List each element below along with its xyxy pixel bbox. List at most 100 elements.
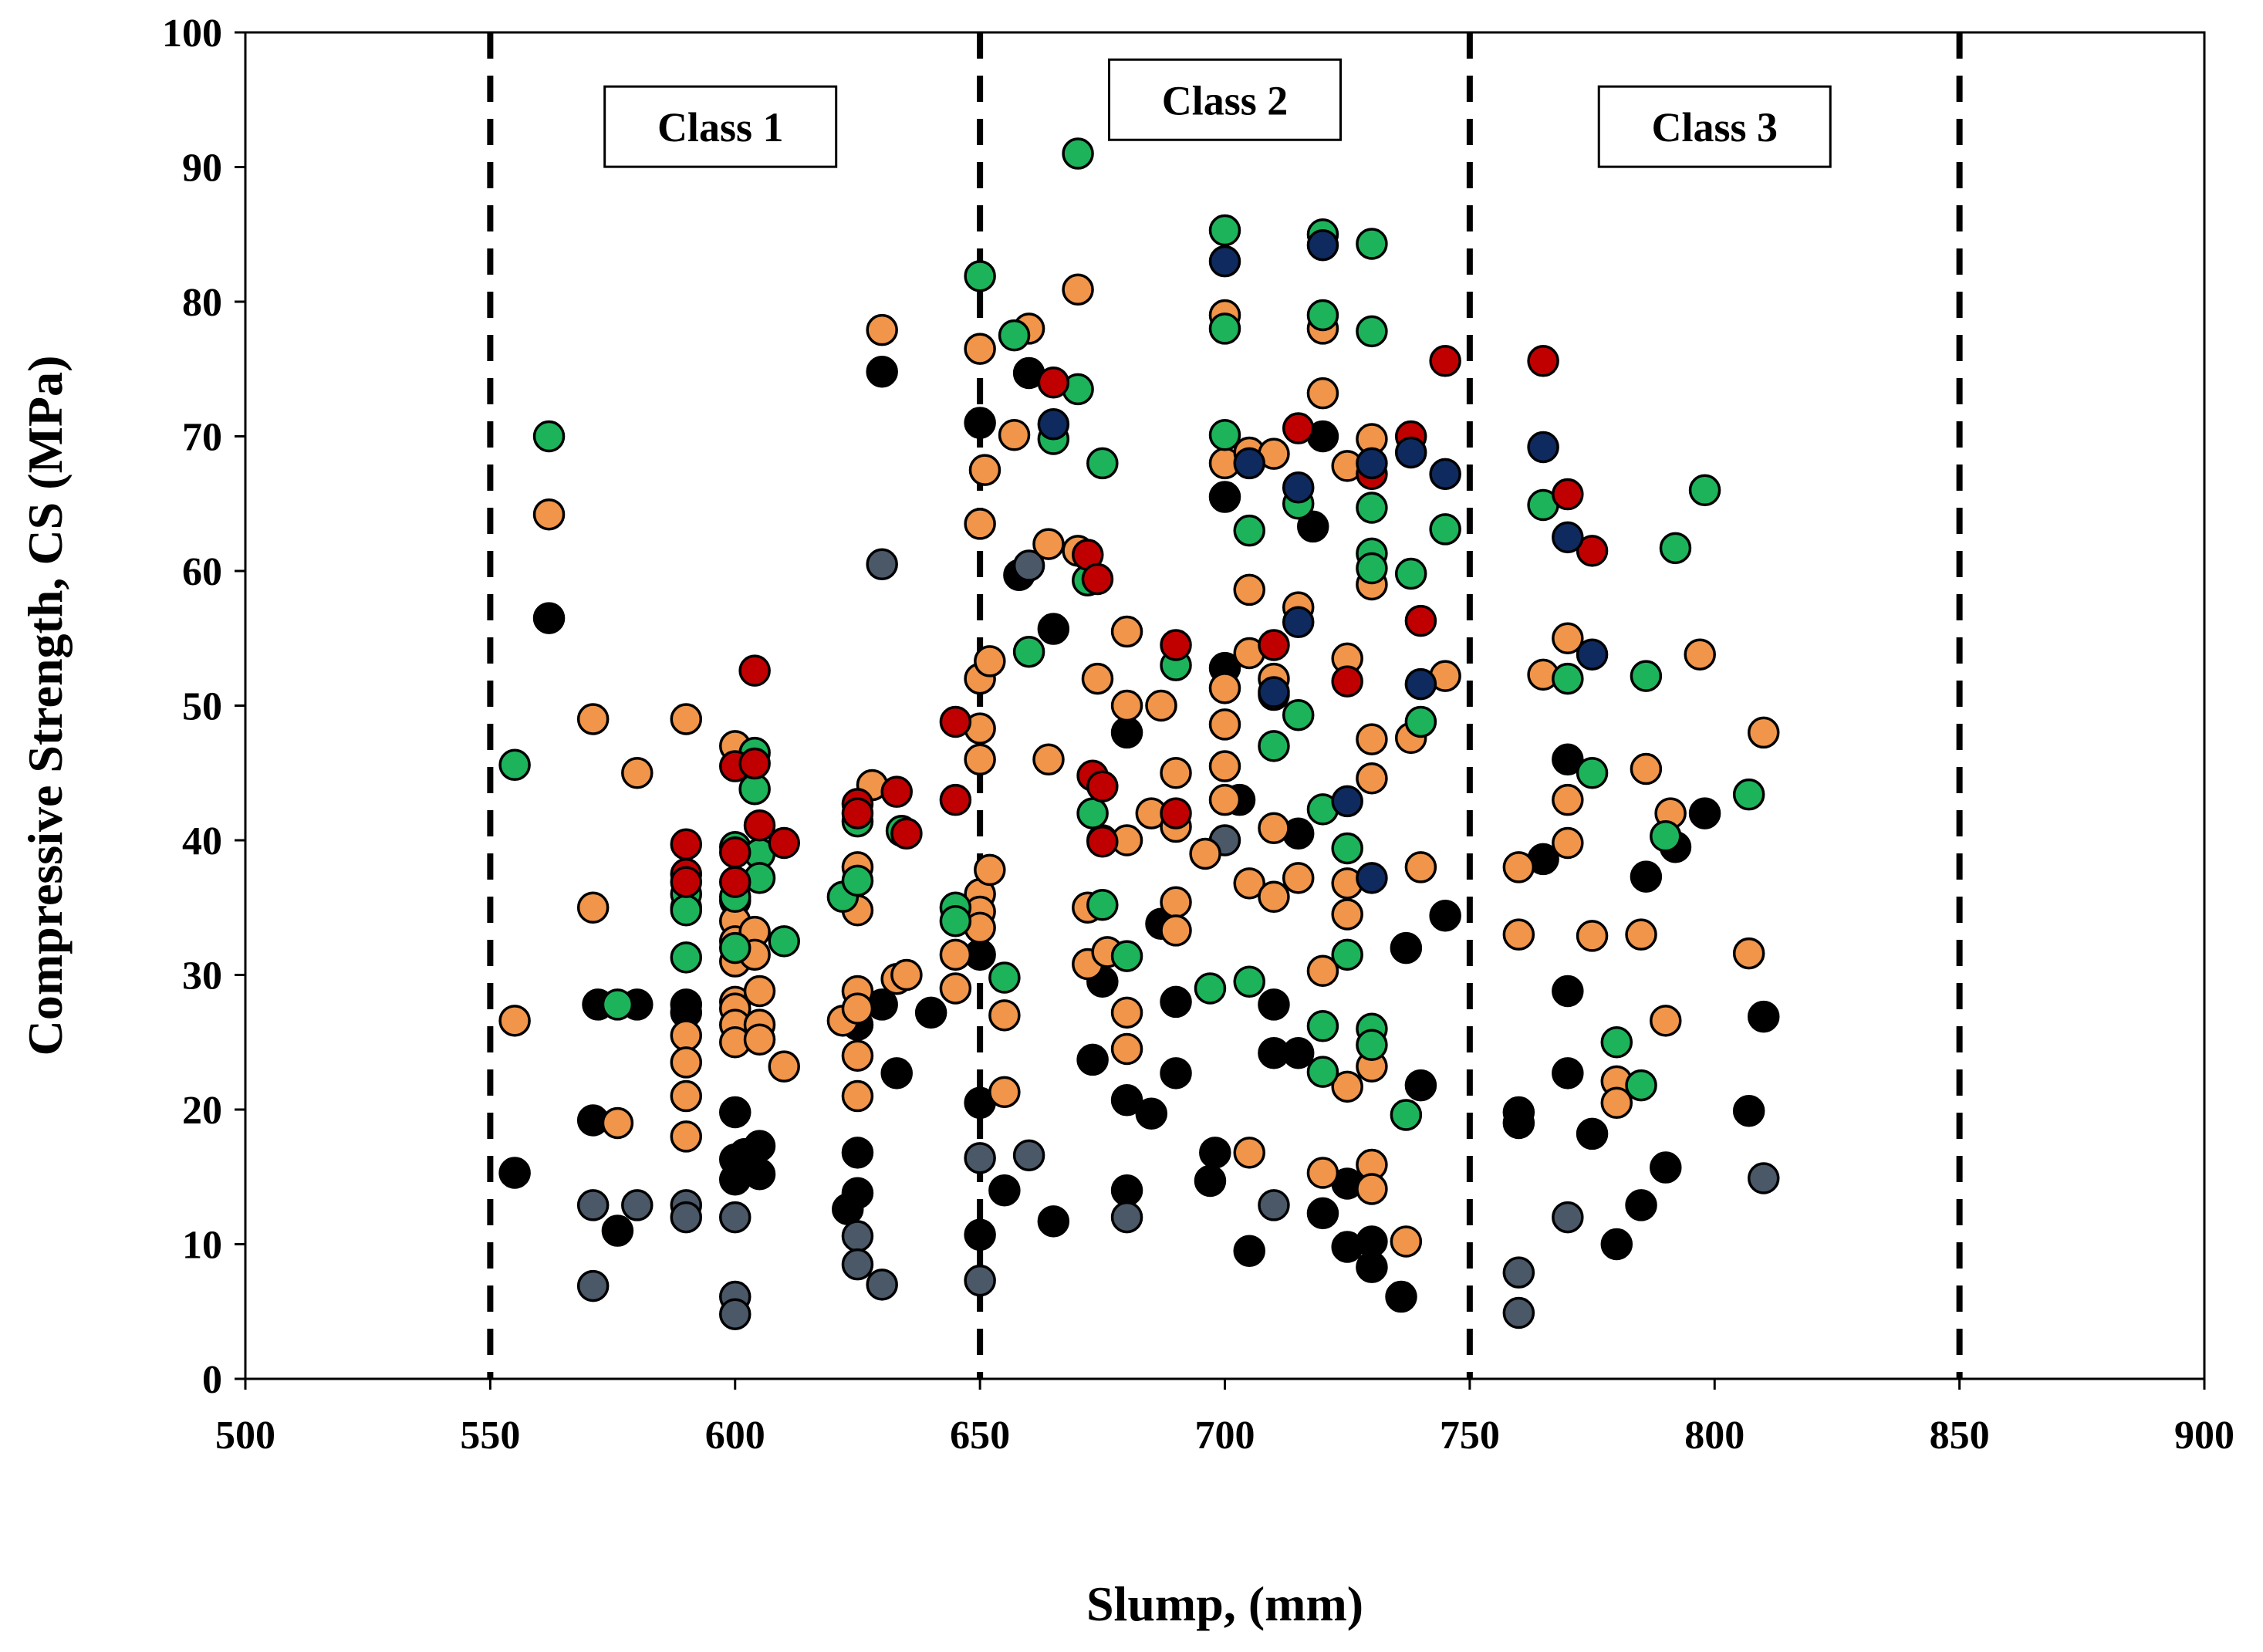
- data-point: [1037, 366, 1070, 399]
- data-point: [719, 1096, 752, 1129]
- data-point: [1086, 825, 1119, 858]
- data-point: [1110, 1174, 1143, 1207]
- data-point: [841, 1137, 874, 1169]
- data-point: [1747, 1162, 1780, 1194]
- data-point: [1208, 312, 1241, 345]
- data-point: [1429, 899, 1461, 932]
- data-point: [1630, 660, 1663, 692]
- data-point: [841, 1039, 874, 1072]
- data-point: [1076, 797, 1109, 829]
- data-point: [1282, 606, 1315, 639]
- class-label-box: Class 1: [603, 85, 838, 168]
- data-point: [1429, 513, 1461, 546]
- class-label-box: Class 2: [1108, 58, 1342, 141]
- data-point: [1110, 1201, 1143, 1234]
- data-point: [1650, 1151, 1682, 1184]
- data-point: [670, 894, 703, 927]
- data-point: [841, 797, 874, 829]
- data-point: [1208, 672, 1241, 704]
- data-point: [1600, 1228, 1633, 1261]
- data-point: [1630, 860, 1663, 893]
- data-point: [1282, 471, 1315, 504]
- data-point: [768, 925, 800, 958]
- data-point: [1356, 862, 1388, 894]
- data-point: [1258, 676, 1290, 708]
- x-tick-label: 850: [1930, 1414, 1990, 1458]
- data-point: [841, 1248, 874, 1281]
- data-point: [1306, 1056, 1339, 1088]
- data-point: [768, 826, 800, 860]
- data-point: [1160, 629, 1192, 661]
- data-point: [1233, 867, 1265, 900]
- data-point: [1258, 1189, 1290, 1221]
- data-point: [1552, 1201, 1584, 1234]
- data-point: [1356, 492, 1388, 524]
- data-point: [880, 1057, 913, 1090]
- class-label-frame: [603, 85, 838, 168]
- data-point: [866, 355, 898, 388]
- data-points: [498, 137, 1780, 1330]
- data-point: [1385, 1280, 1417, 1313]
- data-point: [670, 1201, 703, 1234]
- data-point: [1600, 1086, 1633, 1120]
- data-point: [1062, 273, 1094, 306]
- data-point: [1331, 938, 1363, 971]
- data-point: [498, 1157, 531, 1189]
- data-point: [719, 931, 752, 965]
- class-label-text: Class 1: [657, 104, 784, 150]
- class-label-frame: [1108, 58, 1342, 141]
- data-point: [1208, 783, 1241, 816]
- data-point: [1527, 431, 1559, 464]
- y-tick-label: 100: [162, 12, 222, 56]
- data-point: [1502, 918, 1535, 951]
- data-point: [1404, 604, 1437, 637]
- data-point: [1208, 214, 1241, 247]
- data-point: [1233, 965, 1265, 998]
- data-point: [1625, 1189, 1657, 1221]
- data-point: [1356, 762, 1388, 795]
- y-tick-label: 20: [182, 1089, 222, 1133]
- data-point: [1552, 975, 1584, 1008]
- data-point: [1160, 985, 1192, 1019]
- data-point: [1160, 1057, 1192, 1090]
- data-point: [1502, 1296, 1535, 1329]
- y-tick-label: 60: [182, 550, 222, 594]
- data-point: [576, 703, 610, 735]
- data-point: [988, 1174, 1021, 1207]
- data-point: [841, 1079, 874, 1113]
- data-point: [964, 407, 996, 439]
- x-tick-label: 600: [705, 1414, 765, 1458]
- class-labels: Class 1 Class 2 Class 3: [603, 58, 1832, 168]
- data-point: [1331, 832, 1363, 865]
- data-point: [1356, 228, 1388, 260]
- data-point: [866, 548, 898, 581]
- data-point: [719, 836, 752, 869]
- data-point: [1552, 743, 1584, 776]
- data-point: [1684, 638, 1716, 671]
- data-point: [1194, 972, 1227, 1005]
- data-point: [890, 958, 923, 992]
- data-point: [964, 743, 996, 776]
- data-point: [1390, 931, 1423, 965]
- y-tick-label: 30: [182, 954, 222, 998]
- data-point: [1306, 1010, 1339, 1042]
- data-point: [1160, 914, 1192, 947]
- data-point: [1688, 797, 1721, 829]
- data-point: [1081, 662, 1114, 695]
- data-point: [670, 866, 703, 898]
- y-tick-label: 50: [182, 685, 222, 729]
- data-point: [1527, 345, 1559, 377]
- data-point: [1732, 937, 1765, 970]
- data-point: [576, 1189, 610, 1221]
- data-point: [1576, 638, 1609, 671]
- series-navy: [1037, 228, 1609, 894]
- data-point: [1012, 1139, 1045, 1172]
- data-point: [1732, 778, 1765, 811]
- data-point: [1331, 785, 1363, 818]
- data-point: [1650, 1005, 1682, 1037]
- data-point: [1356, 723, 1388, 755]
- data-point: [1502, 851, 1535, 883]
- data-point: [576, 891, 610, 924]
- data-point: [1394, 436, 1427, 469]
- x-tick-label: 750: [1440, 1414, 1500, 1458]
